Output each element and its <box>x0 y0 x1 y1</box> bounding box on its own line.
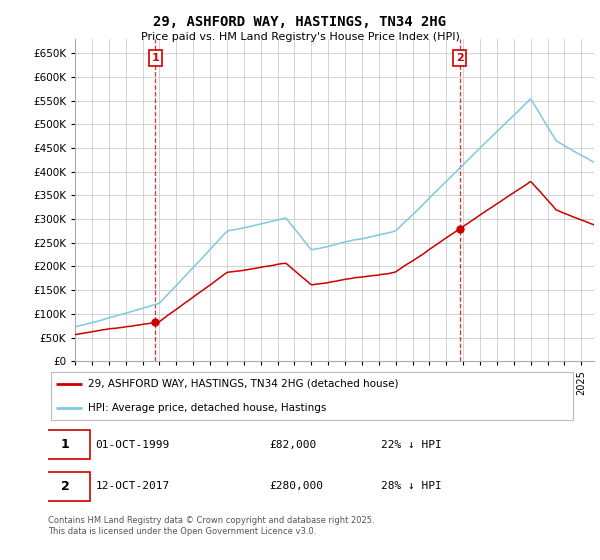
Text: 29, ASHFORD WAY, HASTINGS, TN34 2HG (detached house): 29, ASHFORD WAY, HASTINGS, TN34 2HG (det… <box>88 379 398 389</box>
Text: 29, ASHFORD WAY, HASTINGS, TN34 2HG: 29, ASHFORD WAY, HASTINGS, TN34 2HG <box>154 15 446 29</box>
Text: 12-OCT-2017: 12-OCT-2017 <box>95 482 170 491</box>
Text: 01-OCT-1999: 01-OCT-1999 <box>95 440 170 450</box>
Text: Contains HM Land Registry data © Crown copyright and database right 2025.
This d: Contains HM Land Registry data © Crown c… <box>48 516 374 536</box>
Text: HPI: Average price, detached house, Hastings: HPI: Average price, detached house, Hast… <box>88 403 326 413</box>
FancyBboxPatch shape <box>40 430 90 459</box>
Text: 28% ↓ HPI: 28% ↓ HPI <box>380 482 442 491</box>
Text: £82,000: £82,000 <box>270 440 317 450</box>
Text: Price paid vs. HM Land Registry's House Price Index (HPI): Price paid vs. HM Land Registry's House … <box>140 32 460 43</box>
Text: 2: 2 <box>456 53 464 63</box>
Text: 22% ↓ HPI: 22% ↓ HPI <box>380 440 442 450</box>
FancyBboxPatch shape <box>50 372 574 420</box>
Text: 2: 2 <box>61 480 70 493</box>
FancyBboxPatch shape <box>40 472 90 501</box>
Text: £280,000: £280,000 <box>270 482 324 491</box>
Text: 1: 1 <box>151 53 159 63</box>
Text: 1: 1 <box>61 438 70 451</box>
